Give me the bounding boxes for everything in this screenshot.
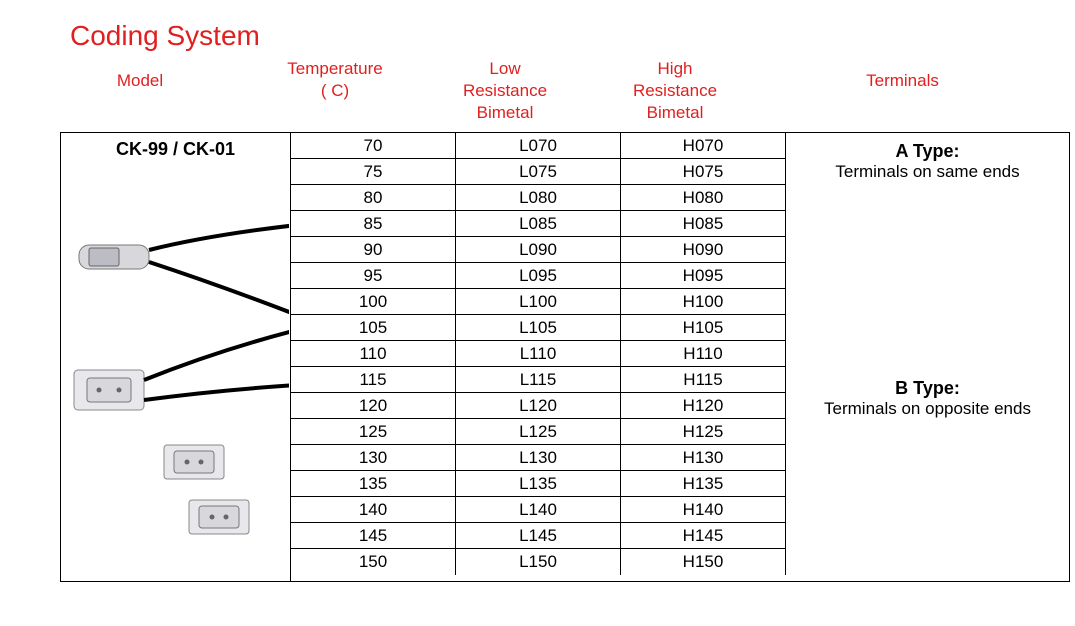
table-row: 135L135H135 (291, 471, 786, 497)
cell-low: L085 (456, 211, 621, 236)
cell-temp: 130 (291, 445, 456, 470)
cell-temp: 110 (291, 341, 456, 366)
cell-temp: 100 (291, 289, 456, 314)
cell-high: H135 (621, 471, 786, 496)
cell-high: H120 (621, 393, 786, 418)
table-row: 95L095H095 (291, 263, 786, 289)
terminal-b-title: B Type: (790, 378, 1065, 399)
cell-temp: 125 (291, 419, 456, 444)
header-low-line2: Resistance (463, 81, 547, 100)
header-temp-line2: ( C) (321, 81, 349, 100)
header-high-resistance: High Resistance Bimetal (590, 58, 760, 124)
cell-temp: 135 (291, 471, 456, 496)
header-temp-line1: Temperature (287, 59, 382, 78)
terminal-a-desc: Terminals on same ends (790, 162, 1065, 182)
cell-temp: 140 (291, 497, 456, 522)
cell-high: H080 (621, 185, 786, 210)
table-row: 120L120H120 (291, 393, 786, 419)
cell-low: L100 (456, 289, 621, 314)
data-columns: 70L070H07075L075H07580L080H08085L085H085… (291, 133, 786, 581)
cell-low: L135 (456, 471, 621, 496)
cell-temp: 150 (291, 549, 456, 575)
table-row: 105L105H105 (291, 315, 786, 341)
cell-high: H145 (621, 523, 786, 548)
cell-temp: 80 (291, 185, 456, 210)
cell-temp: 75 (291, 159, 456, 184)
cell-low: L080 (456, 185, 621, 210)
cell-high: H125 (621, 419, 786, 444)
cell-high: H105 (621, 315, 786, 340)
cell-low: L140 (456, 497, 621, 522)
table-row: 75L075H075 (291, 159, 786, 185)
header-high-line3: Bimetal (647, 103, 704, 122)
cell-high: H100 (621, 289, 786, 314)
terminals-column: A Type: Terminals on same ends B Type: T… (786, 133, 1069, 581)
cell-low: L150 (456, 549, 621, 575)
column-headers: Model Temperature ( C) Low Resistance Bi… (30, 58, 1045, 124)
header-high-line1: High (658, 59, 693, 78)
cell-low: L115 (456, 367, 621, 392)
cell-low: L070 (456, 133, 621, 158)
cell-high: H095 (621, 263, 786, 288)
page-title: Coding System (70, 20, 1045, 52)
cell-high: H075 (621, 159, 786, 184)
cell-low: L120 (456, 393, 621, 418)
cell-low: L090 (456, 237, 621, 262)
header-low-line1: Low (489, 59, 520, 78)
cell-high: H130 (621, 445, 786, 470)
product-image (69, 190, 282, 575)
terminal-a-title: A Type: (790, 141, 1065, 162)
cell-high: H115 (621, 367, 786, 392)
header-terminals: Terminals (760, 58, 1045, 124)
table-row: 145L145H145 (291, 523, 786, 549)
terminal-type-b: B Type: Terminals on opposite ends (786, 370, 1069, 427)
table-row: 150L150H150 (291, 549, 786, 575)
cell-low: L095 (456, 263, 621, 288)
cell-high: H140 (621, 497, 786, 522)
cell-low: L145 (456, 523, 621, 548)
cell-low: L110 (456, 341, 621, 366)
cell-temp: 105 (291, 315, 456, 340)
cell-temp: 95 (291, 263, 456, 288)
cell-high: H150 (621, 549, 786, 575)
cell-temp: 115 (291, 367, 456, 392)
cell-low: L105 (456, 315, 621, 340)
cell-low: L125 (456, 419, 621, 444)
cell-temp: 85 (291, 211, 456, 236)
terminal-type-a: A Type: Terminals on same ends (786, 133, 1069, 190)
table-row: 125L125H125 (291, 419, 786, 445)
table-row: 80L080H080 (291, 185, 786, 211)
model-label: CK-99 / CK-01 (69, 139, 282, 160)
table-row: 130L130H130 (291, 445, 786, 471)
header-low-resistance: Low Resistance Bimetal (420, 58, 590, 124)
cell-low: L130 (456, 445, 621, 470)
table-row: 115L115H115 (291, 367, 786, 393)
table-row: 140L140H140 (291, 497, 786, 523)
table-row: 110L110H110 (291, 341, 786, 367)
table-row: 85L085H085 (291, 211, 786, 237)
table-row: 90L090H090 (291, 237, 786, 263)
coding-table: CK-99 / CK-01 (60, 132, 1070, 582)
cell-high: H085 (621, 211, 786, 236)
terminal-b-desc: Terminals on opposite ends (790, 399, 1065, 419)
table-row: 100L100H100 (291, 289, 786, 315)
cell-low: L075 (456, 159, 621, 184)
header-high-line2: Resistance (633, 81, 717, 100)
cell-high: H070 (621, 133, 786, 158)
table-row: 70L070H070 (291, 133, 786, 159)
cell-temp: 120 (291, 393, 456, 418)
cell-high: H090 (621, 237, 786, 262)
header-low-line3: Bimetal (477, 103, 534, 122)
cell-temp: 70 (291, 133, 456, 158)
header-model: Model (30, 58, 250, 124)
header-temperature: Temperature ( C) (250, 58, 420, 124)
model-column: CK-99 / CK-01 (61, 133, 291, 581)
cell-temp: 90 (291, 237, 456, 262)
cell-temp: 145 (291, 523, 456, 548)
cell-high: H110 (621, 341, 786, 366)
